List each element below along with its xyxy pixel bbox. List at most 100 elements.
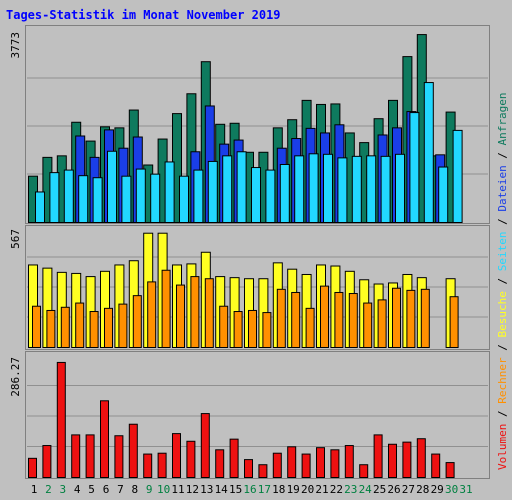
bar-seiten-day-28 (423, 82, 434, 224)
y-max-label: 567 (9, 229, 22, 249)
legend-volumen: Volumen (496, 423, 509, 470)
bar-seiten-day-14 (222, 155, 233, 223)
x-tick-label: 12 (186, 483, 199, 496)
y-max-label: 3773 (9, 32, 22, 59)
x-tick-label: 21 (315, 483, 328, 496)
x-tick-labels: 1 2 3 4 5 6 7 8 9 10 11 12 13 14 15 16 17 18 19 20 21 22 23 24 2… (31, 483, 473, 496)
x-tick-label: 5 (88, 483, 95, 496)
x-tick-label: 2 (45, 483, 52, 496)
legend-separator: / (496, 211, 509, 232)
y-tick-labels: 3773 567 286.27 (9, 32, 22, 397)
bar-seiten-day-17 (265, 169, 276, 224)
bar-rechner-day-25 (377, 299, 387, 348)
bar-rechner-day-5 (89, 311, 99, 349)
bar-seiten-day-15 (236, 151, 247, 223)
bar-seiten-day-2 (49, 172, 60, 223)
y-max-label: 286.27 (9, 357, 22, 397)
x-tick-label: 3 (59, 483, 66, 496)
x-tick-label: 28 (416, 483, 429, 496)
legend-rechner: Rechner (496, 357, 509, 404)
legend-dateien: Dateien (496, 165, 509, 212)
bar-seiten-day-25 (380, 155, 391, 223)
bar-rechner-day-18 (276, 288, 286, 349)
bar-volumen-day-7 (114, 435, 124, 478)
bar-rechner-day-3 (60, 306, 70, 348)
bar-seiten-day-23 (351, 155, 362, 223)
bar-volumen-day-3 (56, 361, 66, 478)
bar-volumen-day-10 (157, 452, 167, 479)
bar-rechner-day-11 (176, 284, 185, 348)
bar-seiten-day-22 (337, 157, 348, 223)
x-tick-label: 10 (157, 483, 170, 496)
bar-seiten-day-21 (323, 153, 333, 223)
x-tick-label: 17 (258, 483, 271, 496)
bar-rechner-day-9 (147, 281, 157, 349)
bar-volumen-day-8 (128, 423, 138, 478)
bar-volumen-day-9 (143, 453, 153, 478)
bar-rechner-day-22 (334, 291, 344, 348)
bar-seiten-day-20 (308, 153, 319, 223)
legend-anfragen: Anfragen (496, 92, 509, 146)
bar-rechner-day-6 (104, 307, 113, 348)
x-tick-label: 11 (171, 483, 184, 496)
x-tick-label: 20 (301, 483, 314, 496)
bar-rechner-day-30 (449, 296, 459, 349)
x-tick-label: 14 (215, 483, 229, 496)
bar-rechner-day-12 (190, 276, 200, 348)
bar-volumen-day-15 (229, 438, 239, 478)
bar-seiten-day-30 (452, 129, 463, 224)
bar-seiten-day-1 (35, 191, 45, 224)
bars-layer (28, 34, 463, 479)
bar-seiten-day-12 (193, 169, 204, 224)
x-tick-label: 23 (344, 483, 357, 496)
bar-seiten-day-29 (438, 166, 449, 223)
legend-separator: / (496, 337, 509, 358)
bar-rechner-day-27 (406, 289, 416, 349)
bar-volumen-day-17 (258, 464, 268, 479)
bar-volumen-day-26 (388, 443, 397, 479)
bar-seiten-day-4 (78, 175, 89, 223)
bar-rechner-day-7 (118, 303, 128, 349)
bar-seiten-day-19 (294, 155, 305, 223)
x-tick-label: 18 (272, 483, 285, 496)
bar-rechner-day-10 (161, 269, 171, 348)
x-tick-label: 22 (330, 483, 343, 496)
bar-volumen-day-14 (215, 449, 225, 479)
bar-seiten-day-7 (121, 175, 132, 223)
bar-volumen-day-13 (200, 413, 210, 479)
bar-rechner-day-26 (392, 287, 401, 349)
x-tick-label: 30 (445, 483, 458, 496)
legend-separator: / (496, 271, 509, 292)
x-tick-label: 29 (431, 483, 444, 496)
bar-volumen-day-29 (431, 453, 441, 478)
legend-separator: / (496, 145, 509, 166)
bar-volumen-day-27 (402, 441, 412, 479)
x-tick-label: 7 (117, 483, 124, 496)
bar-volumen-day-11 (172, 433, 181, 478)
x-tick-label: 15 (229, 483, 242, 496)
bar-seiten-day-18 (279, 163, 290, 223)
bar-volumen-day-28 (416, 438, 426, 479)
bar-volumen-day-2 (42, 445, 52, 479)
x-tick-label: 19 (287, 483, 300, 496)
bar-volumen-day-22 (330, 449, 340, 479)
x-tick-label: 16 (243, 483, 256, 496)
bar-rechner-day-21 (320, 285, 329, 348)
bar-rechner-day-23 (348, 293, 358, 348)
x-tick-label: 1 (31, 483, 38, 496)
bar-rechner-day-1 (32, 305, 41, 349)
bar-volumen-day-16 (244, 459, 253, 478)
bar-volumen-day-18 (272, 452, 282, 479)
bar-seiten-day-26 (395, 153, 405, 223)
bar-rechner-day-19 (291, 291, 301, 348)
x-tick-label: 26 (387, 483, 400, 496)
bar-volumen-day-24 (359, 464, 369, 479)
bar-rechner-day-2 (46, 309, 56, 348)
bar-volumen-day-23 (344, 445, 354, 479)
bar-rechner-day-20 (305, 307, 315, 348)
bar-rechner-day-15 (233, 311, 243, 349)
bar-volumen-day-20 (301, 453, 311, 478)
bar-seiten-day-8 (135, 168, 146, 223)
chart-title: Tages-Statistik im Monat November 2019 (6, 8, 281, 22)
